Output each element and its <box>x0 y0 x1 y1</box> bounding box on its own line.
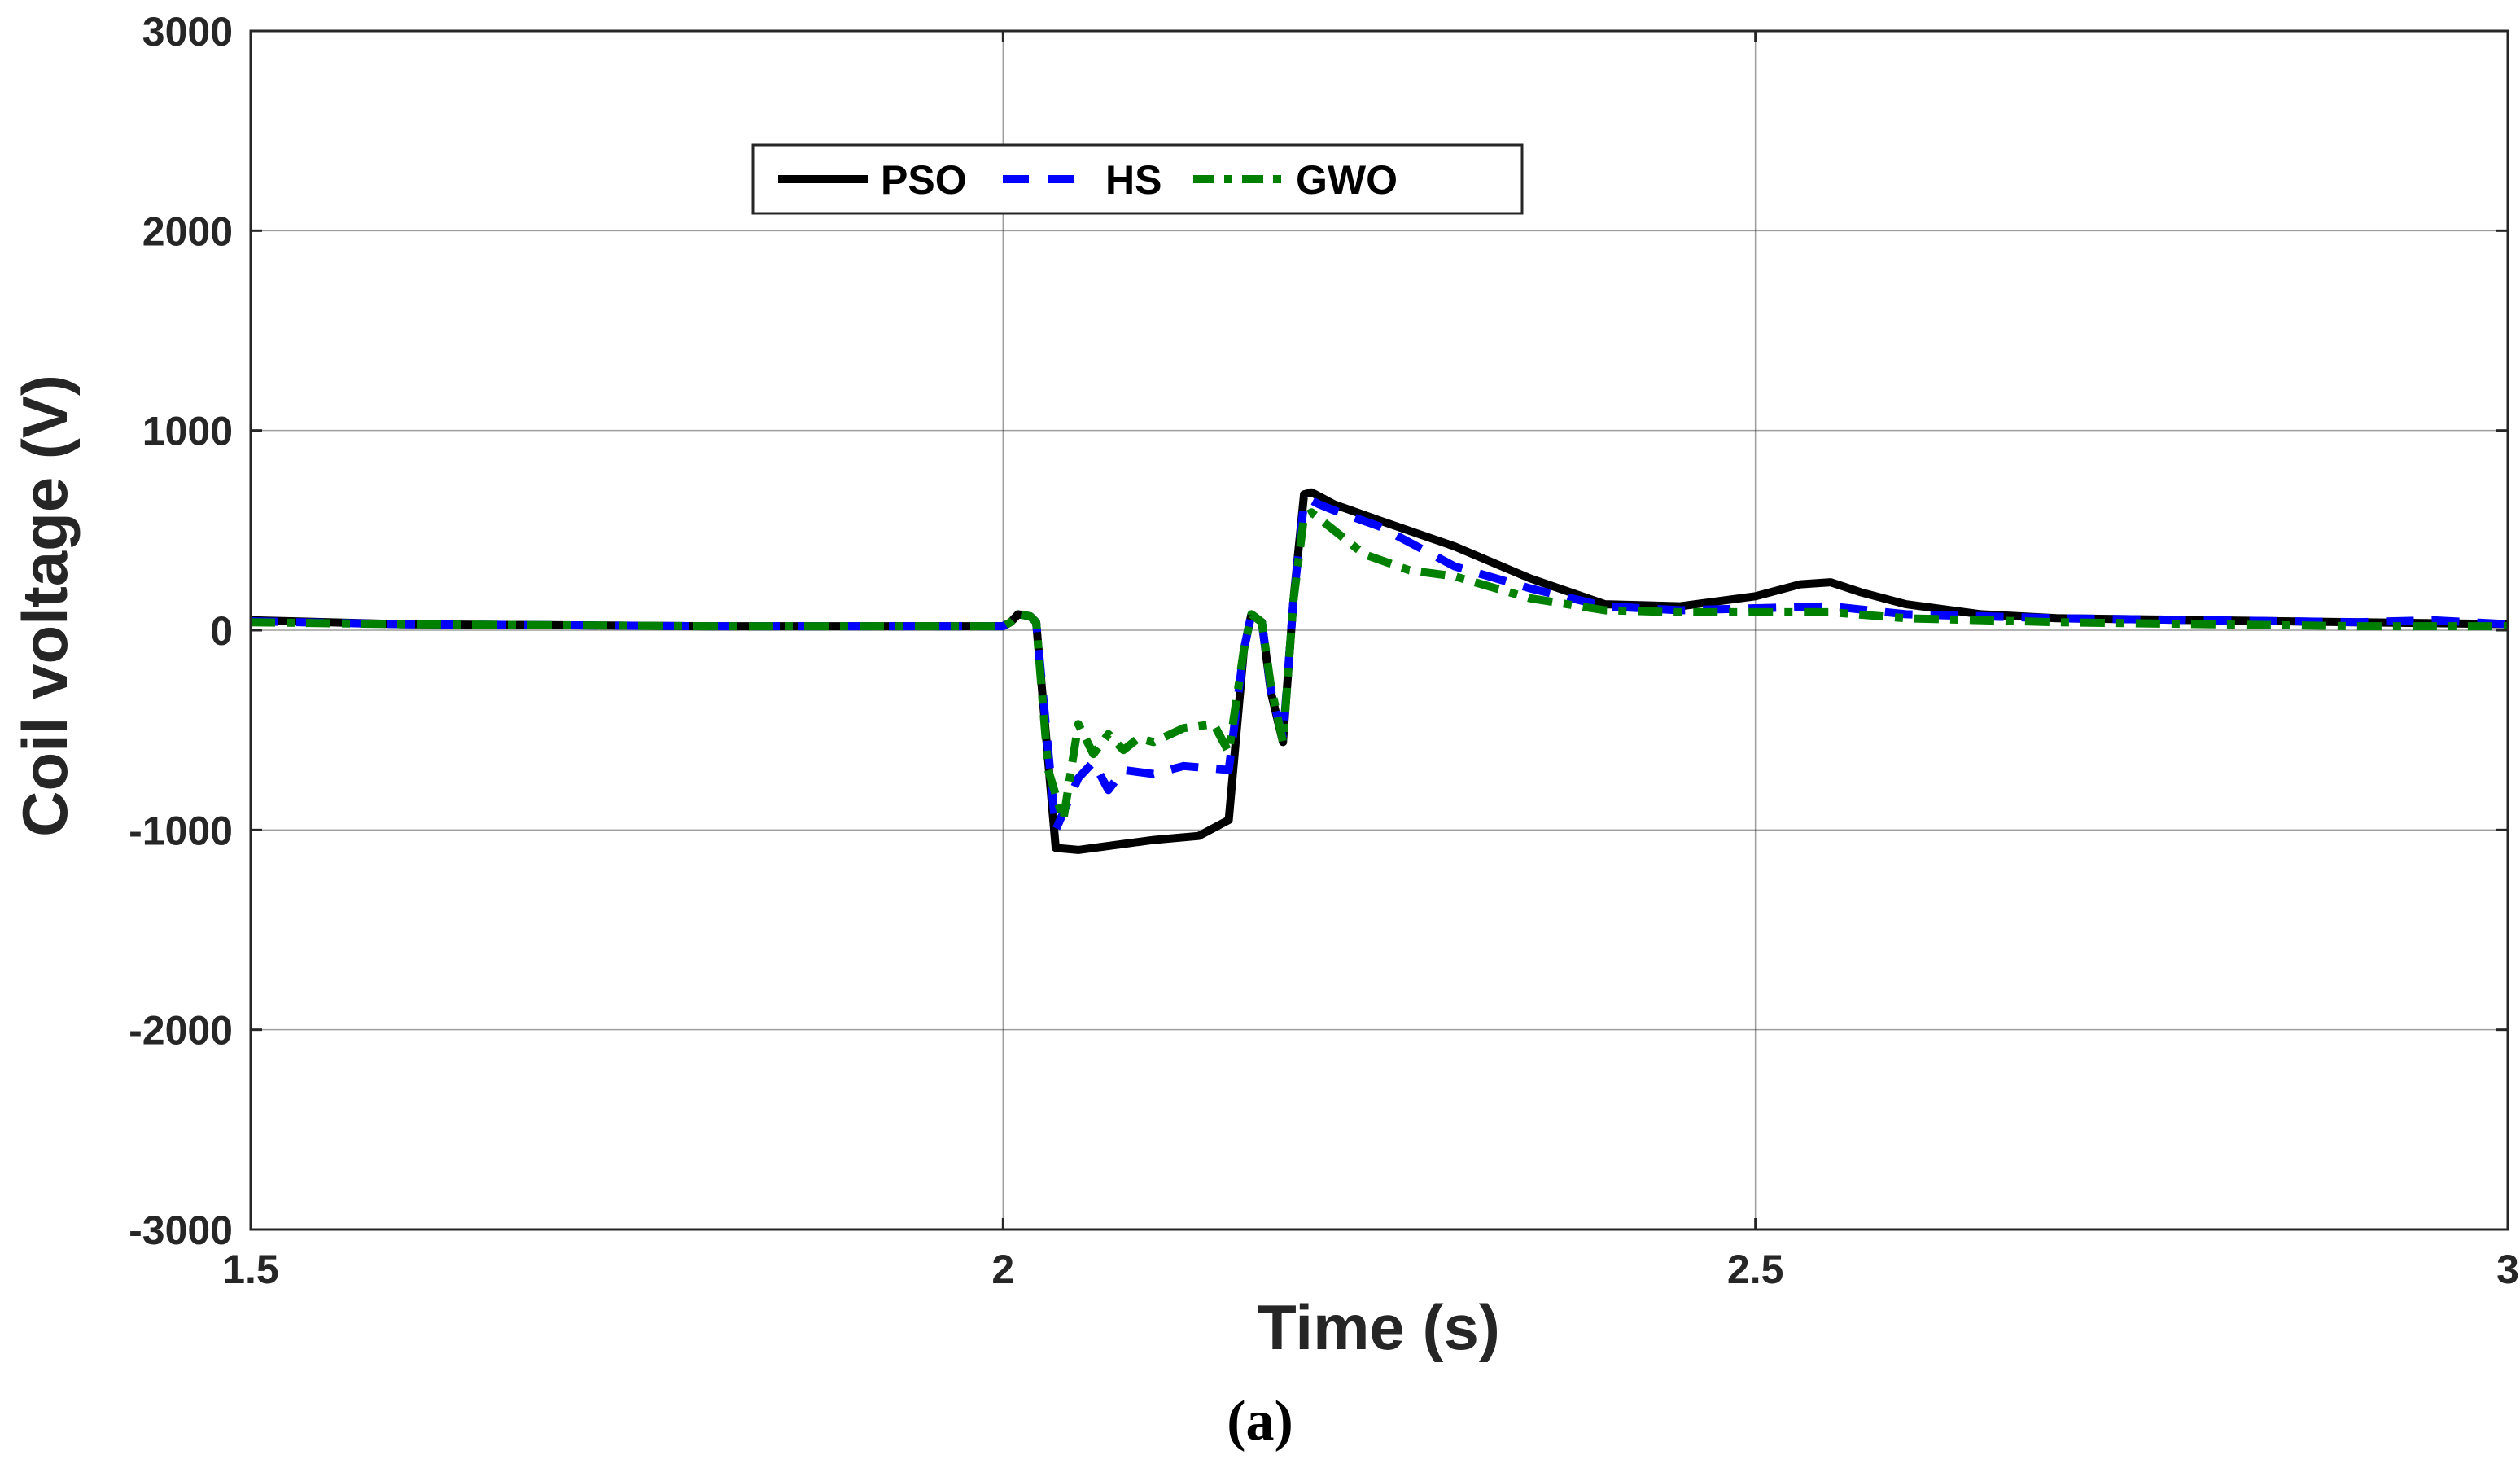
y-tick-label: 0 <box>210 608 233 654</box>
y-tick-label: -1000 <box>129 808 233 853</box>
series-line-gwo <box>250 508 2508 825</box>
legend-label-pso: PSO <box>881 157 967 203</box>
y-tick-label: -2000 <box>129 1008 233 1054</box>
x-tick-label: 3 <box>2496 1247 2519 1292</box>
y-tick-label: -3000 <box>129 1207 233 1253</box>
x-axis-ticks: 1.5 2 2.5 3 <box>222 31 2519 1292</box>
y-tick-label: 2000 <box>142 208 233 254</box>
plot-background <box>251 31 2508 1229</box>
legend: PSO HS GWO <box>751 143 1524 215</box>
legend-label-gwo: GWO <box>1296 157 1398 203</box>
y-tick-label: 1000 <box>142 409 233 454</box>
y-axis-ticks: -3000 -2000 -1000 0 1000 2000 3000 <box>129 9 2508 1253</box>
legend-label-hs: HS <box>1105 157 1162 203</box>
x-axis-label: Time (s) <box>1258 1291 1500 1363</box>
grid <box>251 31 2508 1229</box>
y-axis-label: Coil voltage (V) <box>9 375 81 837</box>
legend-box <box>751 143 1524 215</box>
x-tick-label: 2.5 <box>1727 1247 1784 1292</box>
x-tick-label: 1.5 <box>222 1247 279 1292</box>
series-layer <box>250 488 2509 854</box>
figure-caption: (a) <box>1227 1390 1293 1453</box>
y-tick-label: 3000 <box>142 9 233 55</box>
x-tick-label: 2 <box>991 1247 1014 1292</box>
